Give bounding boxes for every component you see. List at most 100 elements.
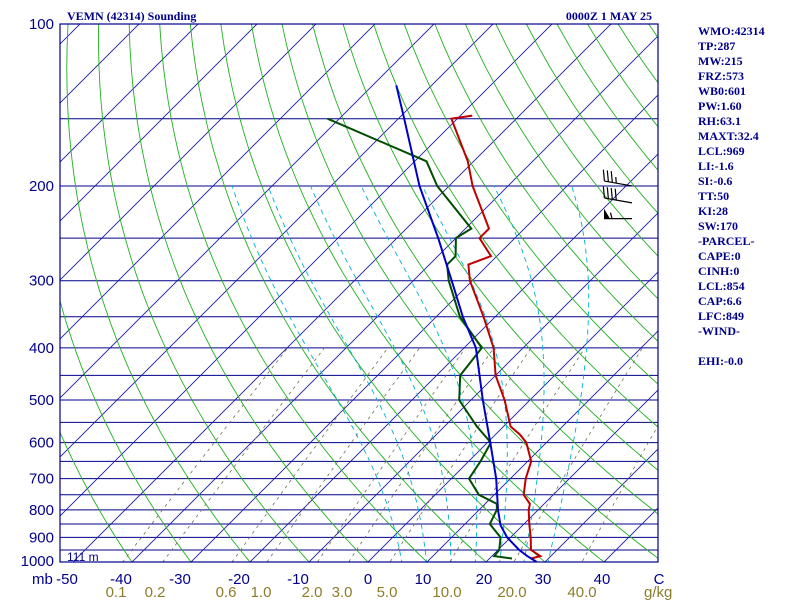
moist-adiabat-line (360, 185, 478, 562)
index-line: KI:28 (698, 204, 728, 218)
isotherm-line (190, 94, 658, 562)
mixing-ratio-tick-label: 2.0 (302, 584, 323, 600)
index-line: MAXT:32.4 (698, 129, 759, 143)
mixing-ratio-tick-label: 10.0 (432, 584, 461, 600)
isotherm-line (60, 24, 376, 340)
isotherm-line (60, 24, 199, 163)
mixing-ratio-line (513, 347, 643, 562)
pressure-tick-label: 600 (29, 435, 54, 452)
index-line: TP:287 (698, 39, 736, 53)
wind-barb-flag (614, 188, 617, 201)
index-line: SI:-0.6 (698, 174, 733, 188)
index-line: CINH:0 (698, 264, 740, 278)
mixing-ratio-tick-label: 0.1 (106, 584, 127, 600)
dry-adiabat-line (434, 24, 658, 342)
isotherm-line (60, 24, 258, 222)
wind-barb-flag (606, 170, 609, 182)
isotherm-line (367, 271, 658, 562)
isotherm-line (60, 24, 435, 399)
background-grid (0, 0, 658, 573)
isotherm-line (131, 35, 658, 562)
index-line: LCL:854 (698, 279, 745, 293)
pressure-tick-label: 500 (29, 392, 54, 409)
dry-adiabat-line (342, 24, 658, 471)
index-line: -PARCEL- (698, 234, 755, 248)
pressure-unit-label: mb (32, 571, 53, 588)
dry-adiabat-line (98, 24, 310, 562)
pressure-tick-label: 300 (29, 273, 54, 290)
dry-adiabat-line (312, 24, 658, 515)
dry-adiabat-line (220, 24, 546, 562)
dry-adiabat-line (250, 24, 605, 562)
wind-barb-flag (610, 171, 613, 183)
mixing-ratio-tick-label: 5.0 (377, 584, 398, 600)
isotherm-line (60, 24, 317, 281)
plot-frame (59, 23, 659, 563)
index-line: LI:-1.6 (698, 159, 734, 173)
wind-barb (602, 186, 633, 204)
isotherm-line (60, 24, 494, 458)
isotherm-line (249, 153, 658, 562)
pressure-tick-label: 1000 (21, 553, 54, 570)
parcel-path-line (395, 85, 538, 562)
mixing-ratio-line (581, 424, 658, 562)
mixing-ratio-line (449, 347, 586, 562)
dry-adiabat-line (128, 24, 369, 562)
temperature-tick-label: 20 (476, 571, 493, 588)
mixing-ratio-tick-label: 40.0 (567, 584, 596, 600)
index-line: FRZ:573 (698, 69, 744, 83)
mixing-ratio-tick-label: 1.0 (251, 584, 272, 600)
chart-title: VEMN (42314) Sounding (67, 9, 196, 23)
temperature-tick-label: 0 (364, 571, 372, 588)
dry-adiabat-line (189, 24, 487, 562)
temperature-tick-label: -30 (169, 571, 191, 588)
dry-adiabat-line (403, 24, 658, 385)
dry-adiabat-line (495, 24, 658, 257)
index-line: TT:50 (698, 189, 730, 203)
station-elevation: 111 m (67, 550, 99, 564)
pressure-tick-label: 200 (29, 178, 54, 195)
temperature-tick-label: 30 (535, 571, 552, 588)
mixing-ratio-line (122, 347, 289, 562)
index-line: PW:1.60 (698, 99, 742, 113)
dry-adiabat-line (60, 299, 192, 562)
index-line: SW:170 (698, 219, 739, 233)
mixing-ratio-line (389, 347, 532, 562)
index-line: WMO:42314 (698, 24, 765, 38)
temperature-tick-label: -20 (228, 571, 250, 588)
pressure-tick-label: 100 (29, 16, 54, 33)
mixing-ratio-tick-label: 3.0 (332, 584, 353, 600)
index-line: WB0:601 (698, 84, 746, 98)
mixing-ratio-tick-label: 20.0 (497, 584, 526, 600)
isotherm-line (0, 0, 14, 573)
mixing-ratio-line (231, 347, 389, 562)
isotherm-line (72, 24, 612, 562)
isotherm-line (426, 330, 658, 562)
mixing-ratio-line (316, 347, 466, 562)
stability-index-panel: WMO:42314 TP:287 MW:215 FRZ:573 WB0:601 PW:1.… (698, 24, 798, 369)
dewpoint-profile-line (327, 117, 513, 560)
index-line: -WIND- (698, 324, 740, 338)
isotherm-line (60, 24, 140, 104)
mixing-ratio-tick-label: 0.6 (216, 584, 237, 600)
wind-barb-staff (604, 180, 633, 187)
dry-adiabat-line (464, 24, 658, 300)
pressure-tick-label: 400 (29, 340, 54, 357)
temperature-tick-label: 10 (415, 571, 432, 588)
index-line: MW:215 (698, 54, 743, 68)
dry-adiabat-line (159, 24, 428, 562)
wind-barb-pennant (604, 208, 610, 219)
wind-barb-flag (610, 187, 613, 200)
moist-adiabat-line (231, 185, 403, 562)
dry-adiabat-line (60, 431, 133, 562)
profile-lines (327, 85, 543, 562)
isotherm-line (485, 389, 658, 562)
wind-barb-flag (606, 187, 609, 199)
temperature-tick-label: -10 (287, 571, 309, 588)
wind-barb-flag (602, 169, 606, 182)
pressure-tick-label: 900 (29, 529, 54, 546)
pressure-tick-label: 800 (29, 502, 54, 519)
index-line (698, 339, 798, 354)
moist-adiabat-line (267, 185, 427, 562)
isotherm-line (308, 212, 658, 562)
